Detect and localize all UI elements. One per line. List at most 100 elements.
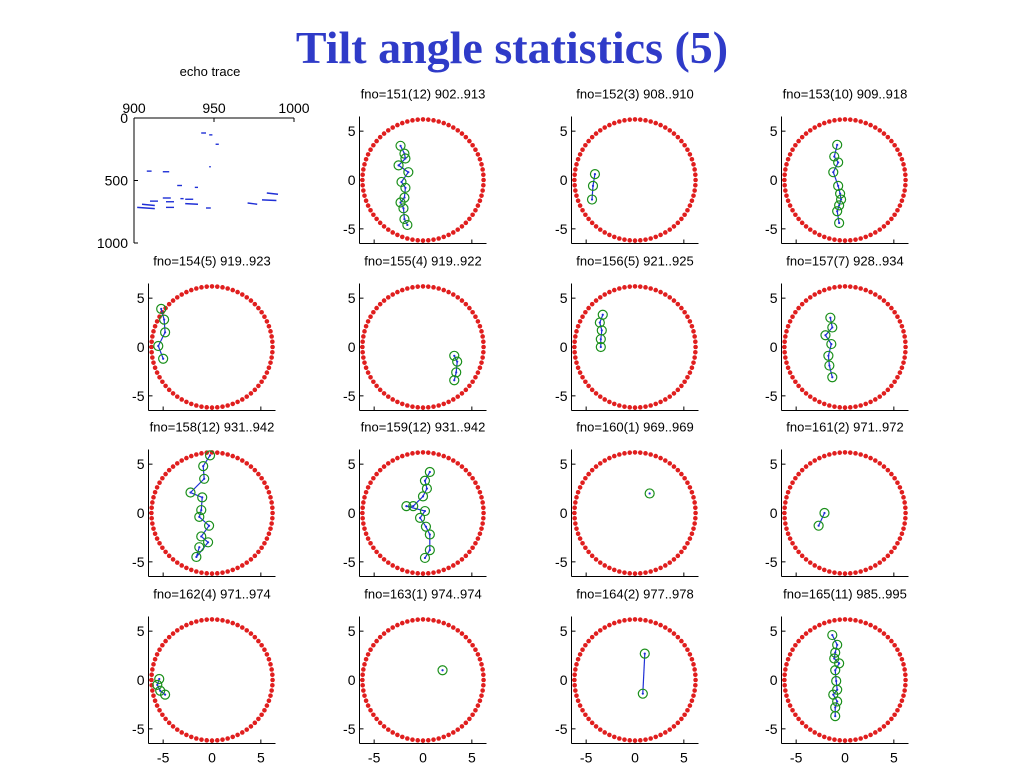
ring-dot — [821, 234, 827, 240]
ring-dot — [653, 620, 659, 626]
ring-dot — [821, 620, 827, 626]
ring-dot — [475, 203, 481, 208]
ring-dot — [252, 301, 258, 307]
ring-dot — [405, 619, 410, 624]
ring-dot — [174, 394, 180, 399]
ring-dot — [897, 370, 903, 375]
ring-dot — [643, 618, 648, 623]
ring-dot — [899, 698, 905, 704]
ring-dot — [446, 622, 451, 628]
ring-dot — [259, 545, 264, 551]
ring-dot — [256, 716, 261, 722]
data-point-circle — [419, 475, 431, 486]
ring-dot — [214, 405, 220, 410]
ring-dot — [157, 480, 162, 486]
ring-dot — [597, 461, 603, 466]
ring-dot — [479, 360, 484, 365]
ring-dot — [230, 567, 236, 573]
ring-dot — [881, 131, 887, 136]
ring-dot — [817, 455, 822, 461]
ring-dot — [477, 698, 483, 704]
ring-dot — [360, 349, 365, 355]
ring-dot — [872, 230, 878, 235]
ring-dot — [151, 693, 156, 698]
ring-dot — [270, 505, 275, 511]
ring-dot — [832, 451, 837, 456]
ring-dot — [691, 662, 696, 667]
ring-dot — [480, 667, 485, 672]
ring-dot — [385, 295, 391, 300]
panel-title: fno=158(12) 931..942 — [150, 420, 275, 435]
ring-dot — [782, 172, 787, 178]
ring-dot — [575, 656, 581, 662]
data-point-dot — [836, 688, 839, 691]
ring-dot — [783, 500, 788, 505]
ring-dot — [431, 118, 436, 123]
ring-dot — [174, 295, 180, 300]
ring-dot — [682, 212, 687, 218]
ring-dot — [470, 642, 475, 648]
polar-y-tick-label: -5 — [765, 721, 778, 737]
ring-dot — [783, 334, 788, 339]
ring-dot — [266, 489, 272, 495]
data-point-circle — [826, 338, 837, 350]
ring-dot — [637, 450, 643, 455]
ring-dot — [399, 401, 405, 407]
ring-dot — [671, 557, 677, 562]
ring-dot — [184, 732, 189, 738]
ring-dot — [480, 188, 485, 193]
ring-dot — [450, 625, 456, 630]
ring-dot — [682, 142, 687, 148]
ring-dot — [415, 405, 421, 410]
ring-dot — [895, 480, 900, 486]
ring-dot — [365, 703, 371, 708]
ring-dot — [892, 142, 897, 148]
ring-dot — [252, 467, 258, 473]
ring-dot — [374, 216, 379, 222]
panel-title: fno=156(5) 921..925 — [576, 254, 693, 269]
ring-dot — [455, 295, 461, 300]
ring-dot — [796, 138, 801, 144]
ring-dot — [872, 730, 878, 735]
ring-dot — [405, 736, 410, 741]
ring-dot — [671, 631, 677, 636]
ring-dot — [230, 401, 236, 407]
ring-dot — [787, 536, 793, 541]
ring-dot — [420, 617, 426, 622]
ring-dot — [679, 138, 684, 144]
ring-dot — [662, 563, 668, 568]
data-point-circle — [449, 375, 460, 386]
ring-dot — [832, 618, 837, 623]
polar-y-tick-label: 0 — [137, 505, 145, 521]
ring-dot — [368, 374, 373, 380]
ring-dot — [154, 703, 160, 708]
ring-dot — [903, 349, 908, 355]
ring-dot — [184, 455, 189, 461]
data-point-dot — [833, 657, 836, 660]
ring-dot — [783, 667, 788, 672]
ring-dot — [807, 628, 813, 633]
ring-dot — [572, 344, 577, 350]
ring-dot — [658, 122, 663, 128]
ring-dot — [785, 489, 791, 495]
ring-dot — [837, 617, 843, 622]
ring-dot — [817, 232, 822, 238]
ring-dot — [790, 374, 795, 380]
ring-dot — [481, 349, 486, 355]
data-point-circle — [833, 180, 844, 191]
polar-panel-8: fno=158(12) 931..942 -5 0 5 — [132, 420, 276, 577]
ring-dot — [150, 355, 155, 360]
ring-dot — [685, 207, 690, 213]
data-point-circle — [194, 511, 205, 523]
data-point-circle — [830, 711, 841, 722]
data-point-dot — [423, 479, 427, 482]
ring-dot — [692, 167, 697, 172]
ring-dot — [842, 117, 848, 122]
ring-dot — [235, 565, 240, 571]
data-point-circle — [421, 483, 433, 494]
ring-dot — [858, 119, 863, 124]
ring-dot — [154, 485, 160, 490]
ring-dot — [847, 450, 853, 455]
data-point-dot — [158, 677, 161, 681]
ring-dot — [368, 207, 373, 213]
